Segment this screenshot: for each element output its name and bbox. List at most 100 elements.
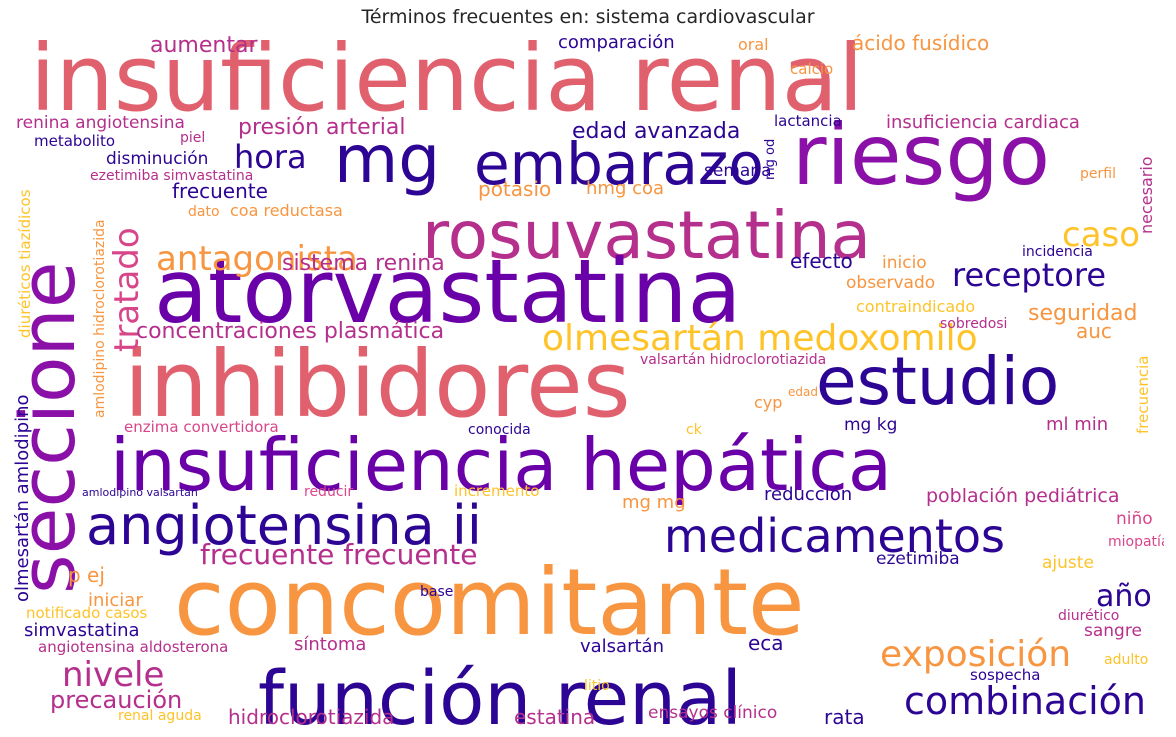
word-iniciar: iniciar xyxy=(88,590,143,611)
word-edad: edad xyxy=(788,385,818,399)
word-diuretico: diurético xyxy=(1058,608,1119,624)
word-rosuvastatina: rosuvastatina xyxy=(422,197,871,274)
word-semana: semana xyxy=(704,161,772,181)
word-coa-reductasa: coa reductasa xyxy=(230,201,343,220)
word-sobredosi: sobredosi xyxy=(940,316,1007,332)
word-amlodipino-valsartan: amlodipino valsartán xyxy=(82,486,198,499)
word-sangre: sangre xyxy=(1084,621,1142,641)
word-nino: niño xyxy=(1116,509,1153,529)
word-ajuste: ajuste xyxy=(1042,553,1094,573)
word-necesario: necesario xyxy=(1137,156,1156,234)
word-poblacion-pediatrica: población pediátrica xyxy=(926,485,1119,507)
word-ano: año xyxy=(1096,579,1152,614)
word-antagonista: antagonista xyxy=(156,239,358,279)
word-adulto: adulto xyxy=(1104,652,1148,668)
word-renina-angiotensina: renina angiotensina xyxy=(16,113,185,133)
word-oral: oral xyxy=(738,35,769,54)
word-insuficiencia-cardiaca: insuficiencia cardiaca xyxy=(886,112,1080,133)
word-diureticos-tiazidicos: diuréticos tiazídicos xyxy=(16,189,34,338)
word-estudio: estudio xyxy=(816,343,1059,420)
word-cyp: cyp xyxy=(754,393,782,412)
word-funcion-renal: función renal xyxy=(258,656,742,734)
word-insuficiencia-hepatica: insuficiencia hepática xyxy=(110,423,892,507)
word-observado: observado xyxy=(846,273,935,293)
word-miopatia: miopatía xyxy=(1108,534,1164,550)
word-ezetimiba: ezetimiba xyxy=(876,549,960,569)
word-incidencia: incidencia xyxy=(1022,244,1093,260)
word-incremento: incremento xyxy=(454,482,539,500)
word-sintoma: síntoma xyxy=(294,634,366,655)
word-renal-aguda: renal aguda xyxy=(118,708,202,724)
word-base: base xyxy=(420,584,453,600)
word-ensayos-clinico: ensayos clínico xyxy=(648,703,777,723)
word-notificado-casos: notificado casos xyxy=(26,604,148,622)
word-valsartan-hidroclorotiazida: valsartán hidroclorotiazida xyxy=(640,352,826,368)
word-precaucion: precaución xyxy=(50,686,182,714)
word-piel: piel xyxy=(180,130,205,146)
word-conocida: conocida xyxy=(468,422,531,438)
word-hora: hora xyxy=(234,138,307,176)
word-dato: dato xyxy=(188,204,220,220)
word-exposicion: exposición xyxy=(880,634,1071,675)
word-mg-kg: mg kg xyxy=(844,415,897,435)
word-insuficiencia-renal: insuficiencia renal xyxy=(30,34,864,132)
word-metabolito: metabolito xyxy=(34,132,115,150)
word-valsartan: valsartán xyxy=(580,636,664,657)
word-contraindicado: contraindicado xyxy=(856,297,975,316)
word-amlodipino-hidroclorotiazida: amlodipino hidroclorotiazida xyxy=(92,219,108,418)
word-inicio: inicio xyxy=(882,253,927,273)
word-medicamentos: medicamentos xyxy=(664,509,1005,563)
word-frecuente-frecuente: frecuente frecuente xyxy=(200,538,478,571)
word-hmg-coa: hmg coa xyxy=(586,178,664,199)
word-receptore: receptore xyxy=(952,256,1106,294)
word-ezetimiba-simvastatina: ezetimiba simvastatina xyxy=(90,168,253,184)
word-tratado: tratado xyxy=(107,227,147,352)
word-ml-min: ml min xyxy=(1046,414,1108,435)
word-simvastatina: simvastatina xyxy=(24,620,140,641)
word-perfil: perfil xyxy=(1080,166,1116,182)
word-comparacion: comparación xyxy=(558,34,675,53)
word-potasio: potasio xyxy=(478,177,551,201)
word-inhibidores: inhibidores xyxy=(124,331,631,438)
word-embarazo: embarazo xyxy=(474,130,764,198)
chart-title: Términos frecuentes en: sistema cardiova… xyxy=(361,6,815,28)
word-eca: eca xyxy=(748,631,784,655)
word-lactancia: lactancia xyxy=(774,112,842,130)
word-edad-avanzada: edad avanzada xyxy=(572,119,740,144)
word-sistema-renina: sistema renina xyxy=(282,251,445,276)
word-seccione: seccione xyxy=(14,262,92,594)
word-ck: ck xyxy=(686,422,703,438)
word-sospecha: sospecha xyxy=(970,666,1041,684)
word-riesgo: riesgo xyxy=(792,106,1050,204)
word-concomitante: concomitante xyxy=(174,549,805,656)
word-frecuente: frecuente xyxy=(172,179,268,203)
word-acido-fusidico: ácido fusídico xyxy=(852,34,989,55)
word-caso: caso xyxy=(1062,215,1140,255)
word-nivele: nivele xyxy=(62,655,164,695)
word-mg-mg: mg mg xyxy=(622,492,686,513)
word-hidroclorotiazida: hidroclorotiazida xyxy=(228,705,394,729)
word-olmesartan-medoxomilo: olmesartán medoxomilo xyxy=(542,318,978,359)
word-p-ej: p ej xyxy=(68,563,105,587)
word-mg-od: mg od xyxy=(763,139,778,180)
word-reducir: reducir xyxy=(304,484,353,500)
word-efecto: efecto xyxy=(790,249,853,273)
word-reduccion: reducción xyxy=(764,484,852,505)
word-mg: mg xyxy=(334,121,440,198)
word-enzima-convertidora: enzima convertidora xyxy=(124,418,279,436)
word-atorvastatina: atorvastatina xyxy=(154,240,741,343)
word-combinacion: combinación xyxy=(904,679,1146,723)
word-presion-arterial: presión arterial xyxy=(238,115,405,140)
word-concentraciones-plasmatica: concentraciones plasmática xyxy=(136,319,444,344)
word-calcio: calcio xyxy=(790,60,833,78)
word-angiotensina-aldosterona: angiotensina aldosterona xyxy=(38,638,228,656)
word-disminucion: disminución xyxy=(106,149,208,169)
word-rata: rata xyxy=(824,705,865,729)
word-litio: litio xyxy=(584,678,610,694)
word-seguridad: seguridad xyxy=(1028,301,1137,326)
word-aumentar: aumentar xyxy=(150,34,258,58)
word-auc: auc xyxy=(1076,319,1112,343)
word-olmesartan-amlodipino: olmesartán amlodipino xyxy=(14,394,33,602)
word-estatina: estatina xyxy=(514,705,595,729)
